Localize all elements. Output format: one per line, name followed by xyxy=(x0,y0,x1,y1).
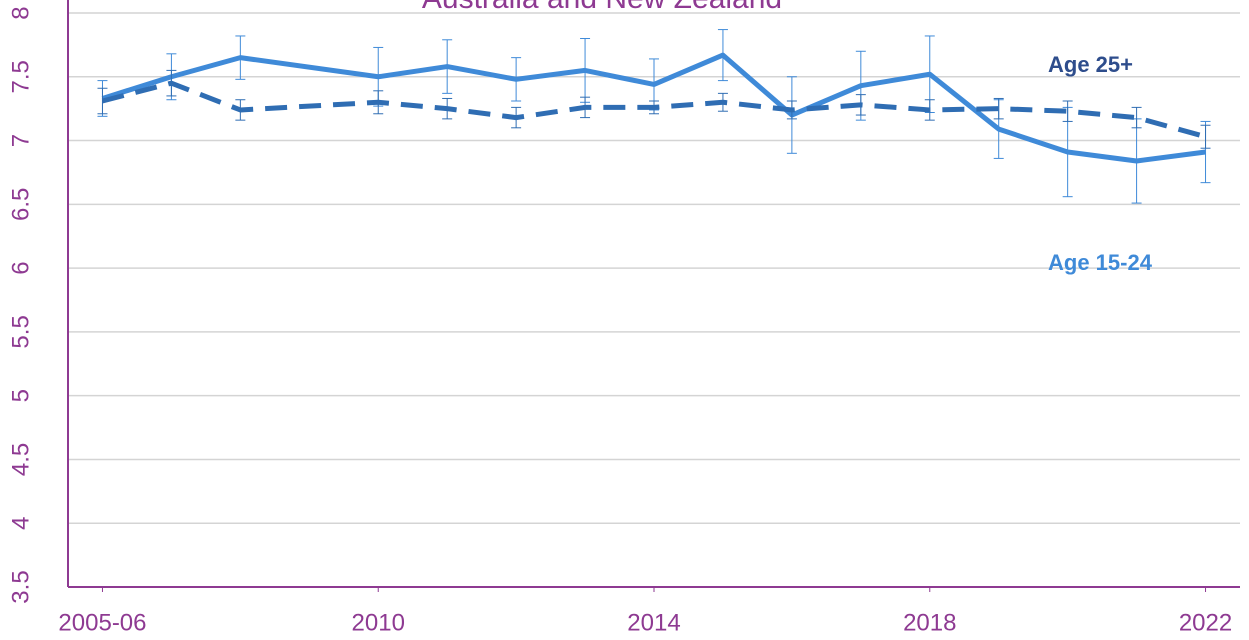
y-tick-label: 4 xyxy=(7,517,34,530)
series-label: Age 25+ xyxy=(1048,52,1133,77)
series-line xyxy=(101,52,1206,164)
error-bar xyxy=(993,97,1004,120)
y-tick-label: 3.5 xyxy=(7,570,34,603)
x-tick-label: 2022 xyxy=(1179,609,1232,636)
x-tick-label: 2005-06 xyxy=(58,609,146,636)
y-tick-label: 8 xyxy=(7,6,34,19)
error-bar xyxy=(1062,100,1073,122)
error-bar xyxy=(1131,106,1142,129)
y-tick-label: 7 xyxy=(7,134,34,147)
y-tick-label: 5.5 xyxy=(7,315,34,348)
y-tick-label: 7.5 xyxy=(7,60,34,93)
series-line xyxy=(101,80,1207,140)
series-label: Age 15-24 xyxy=(1048,250,1153,275)
y-tick-label: 6.5 xyxy=(7,188,34,221)
error-bar xyxy=(1200,124,1211,149)
x-tick-label: 2010 xyxy=(352,609,405,636)
y-tick-label: 5 xyxy=(7,389,34,402)
chart-title: Australia and New Zealand xyxy=(422,0,782,15)
x-tick-label: 2018 xyxy=(903,609,956,636)
y-tick-label: 6 xyxy=(7,261,34,274)
y-tick-label: 4.5 xyxy=(7,443,34,476)
x-tick-label: 2014 xyxy=(627,609,680,636)
